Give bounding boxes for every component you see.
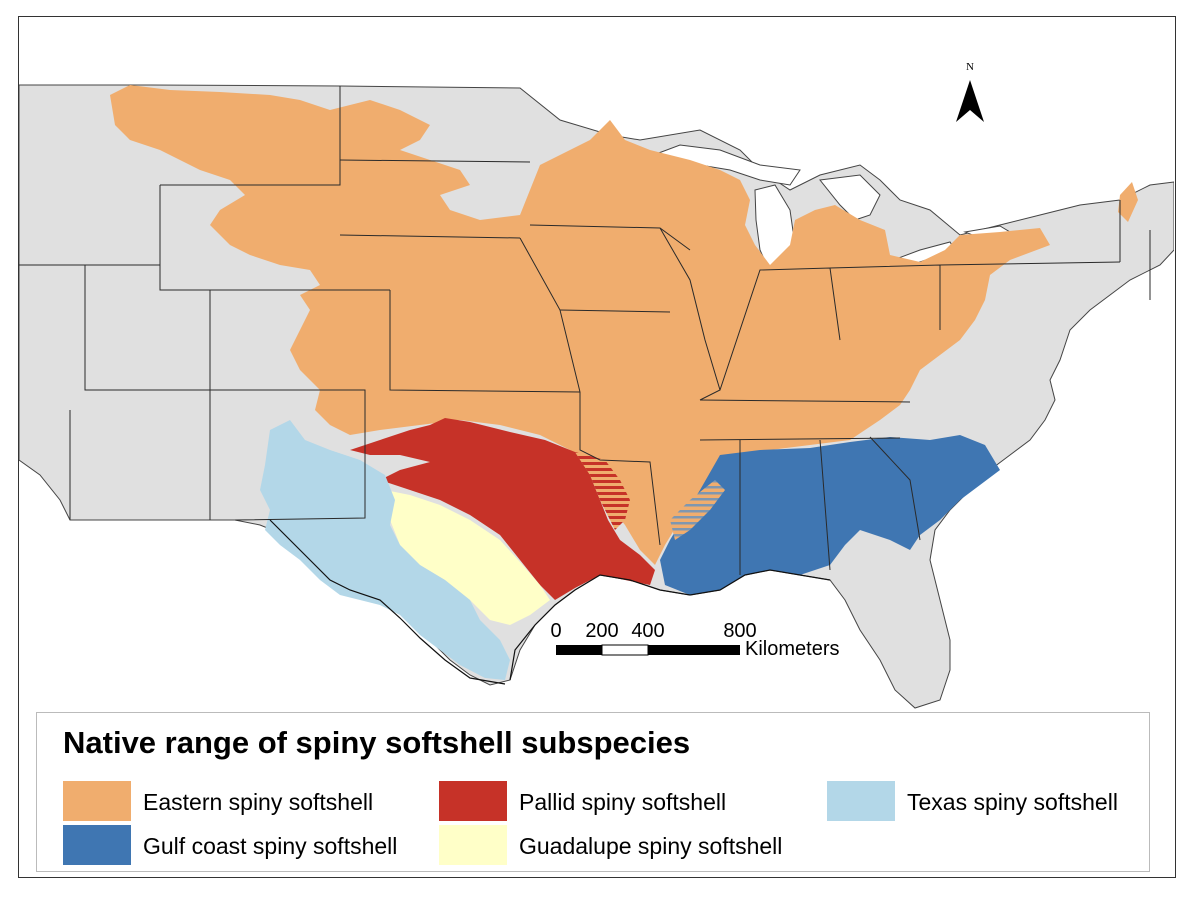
legend-swatch-eastern	[63, 781, 131, 821]
legend-label-texas: Texas spiny softshell	[907, 789, 1118, 815]
legend-label-gulf-coast: Gulf coast spiny softshell	[143, 833, 398, 859]
state-borders	[19, 86, 1151, 575]
legend-title: Native range of spiny softshell subspeci…	[63, 725, 691, 760]
range-eastern-ne	[1118, 182, 1138, 222]
rio-grande	[269, 519, 506, 685]
lake-huron	[819, 174, 881, 221]
scale-tick-800: 800	[723, 620, 756, 642]
legend-swatch-gulf-coast	[63, 825, 131, 865]
scale-tick-400: 400	[631, 620, 664, 642]
range-texas	[260, 420, 510, 680]
legend-swatch-texas	[827, 781, 895, 821]
range-guadalupe	[385, 490, 550, 625]
range-gulf-hatch	[670, 480, 725, 540]
north-arrow-icon	[956, 80, 984, 122]
north-label: N	[966, 61, 974, 73]
legend-label-eastern: Eastern spiny softshell	[143, 789, 374, 815]
legend-swatch-pallid	[439, 781, 507, 821]
range-gulf-coast	[660, 435, 1000, 595]
legend-label-guadalupe: Guadalupe spiny softshell	[519, 833, 783, 859]
range-pallid-hatch	[575, 452, 630, 530]
gulf-coastline	[509, 569, 831, 681]
legend: Native range of spiny softshell subspeci…	[36, 712, 1150, 872]
north-arrow: N	[956, 61, 984, 122]
scale-tick-200: 200	[585, 620, 618, 642]
scale-tick-0: 0	[550, 620, 561, 642]
scale-unit: Kilometers	[745, 638, 839, 660]
legend-swatch-guadalupe	[439, 825, 507, 865]
range-eastern	[110, 85, 1050, 565]
scale-bar: 0 200 400 800 Kilometers	[550, 620, 839, 660]
legend-label-pallid: Pallid spiny softshell	[519, 789, 727, 815]
range-pallid	[350, 418, 655, 600]
